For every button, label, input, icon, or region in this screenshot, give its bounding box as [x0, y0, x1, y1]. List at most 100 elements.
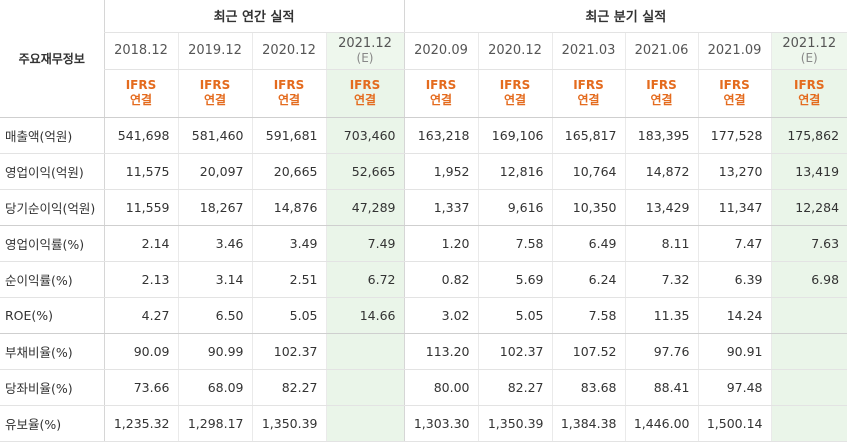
table-row: 당기순이익(억원) 11,559 18,267 14,876 47,289 1,337 9,… — [0, 189, 847, 226]
value-cell: 1,235.32 — [103, 405, 178, 442]
period-header-row: 2018.12 2019.12 2020.12 2021.12 (E) 2020.09 20… — [0, 32, 847, 70]
value-cell: 14.24 — [697, 297, 771, 334]
row-label: 매출액(억원) — [0, 117, 104, 154]
period-header-3: 2021.12 (E) — [325, 32, 404, 70]
value-cell: 3.46 — [177, 225, 252, 262]
period-header-7: 2021.06 — [624, 32, 698, 70]
value-cell: 5.69 — [477, 261, 552, 298]
table-row: 당좌비율(%) 73.66 68.09 82.27 80.00 82.27 83.68 88.… — [0, 369, 847, 406]
ifrs-label: IFRS — [199, 78, 231, 92]
value-cell: 10,764 — [551, 153, 625, 190]
value-cell: 2.51 — [251, 261, 326, 298]
value-cell: 3.49 — [251, 225, 326, 262]
value-cell: 1.20 — [403, 225, 478, 262]
annual-group-title: 최근 연간 실적 — [103, 0, 404, 33]
period-header-9: 2021.12 (E) — [770, 32, 847, 70]
value-cell: 3.14 — [177, 261, 252, 298]
value-cell — [770, 333, 847, 370]
value-cell: 73.66 — [103, 369, 178, 406]
row-label: 영업이익(억원) — [0, 153, 104, 190]
value-cell: 2.14 — [103, 225, 178, 262]
ifrs-label: IFRS — [425, 78, 457, 92]
value-cell: 591,681 — [251, 117, 326, 154]
value-cell: 82.27 — [251, 369, 326, 406]
accounting-standard-row: IFRS 연결 IFRS 연결 IFRS 연결 IFRS 연결 IFRS 연결 IFRS 연결 IFRS… — [0, 69, 847, 118]
value-cell: 88.41 — [624, 369, 698, 406]
value-cell: 12,816 — [477, 153, 552, 190]
value-cell: 7.58 — [477, 225, 552, 262]
table-row: 영업이익률(%) 2.14 3.46 3.49 7.49 1.20 7.58 6.49 8.11… — [0, 225, 847, 262]
value-cell: 1,303.30 — [403, 405, 478, 442]
value-cell: 1,350.39 — [477, 405, 552, 442]
consolidated-label: 연결 — [798, 93, 821, 107]
table-row: 순이익률(%) 2.13 3.14 2.51 6.72 0.82 5.69 6.24 7.32 6… — [0, 261, 847, 298]
value-cell: 1,500.14 — [697, 405, 771, 442]
value-cell — [770, 369, 847, 406]
value-cell — [770, 297, 847, 334]
value-cell: 11,575 — [103, 153, 178, 190]
consolidated-label: 연결 — [650, 93, 673, 107]
period-header-8: 2021.09 — [697, 32, 771, 70]
consolidated-label: 연결 — [277, 93, 301, 107]
consolidated-label: 연결 — [577, 93, 600, 107]
ifrs-label: IFRS — [125, 78, 157, 92]
period-label: 2021.12 — [782, 36, 837, 51]
value-cell: 2.13 — [103, 261, 178, 298]
value-cell: 1,350.39 — [251, 405, 326, 442]
value-cell: 5.05 — [477, 297, 552, 334]
value-cell: 83.68 — [551, 369, 625, 406]
ifrs-label: IFRS — [273, 78, 305, 92]
consolidated-label: 연결 — [353, 93, 377, 107]
value-cell: 581,460 — [177, 117, 252, 154]
value-cell: 6.39 — [697, 261, 771, 298]
value-cell: 183,395 — [624, 117, 698, 154]
corner-label: 주요재무정보 — [0, 0, 104, 118]
value-cell: 1,298.17 — [177, 405, 252, 442]
ifrs-cell-7: IFRS 연결 — [624, 69, 698, 118]
value-cell: 13,429 — [624, 189, 698, 226]
table-row: ROE(%) 4.27 6.50 5.05 14.66 3.02 5.05 7.58 11.35… — [0, 297, 847, 334]
period-label: 2021.03 — [561, 42, 616, 58]
period-label: 2021.09 — [707, 42, 762, 58]
period-header-4: 2020.09 — [403, 32, 478, 70]
period-header-6: 2021.03 — [551, 32, 625, 70]
value-cell: 7.32 — [624, 261, 698, 298]
table-row: 매출액(억원) 541,698 581,460 591,681 703,460 163,2… — [0, 117, 847, 154]
value-cell: 1,384.38 — [551, 405, 625, 442]
value-cell: 11.35 — [624, 297, 698, 334]
period-label: 2021.12 — [338, 36, 392, 51]
value-cell: 1,446.00 — [624, 405, 698, 442]
consolidated-label: 연결 — [129, 93, 153, 107]
value-cell: 68.09 — [177, 369, 252, 406]
value-cell: 6.49 — [551, 225, 625, 262]
value-cell — [325, 369, 404, 406]
estimate-marker: (E) — [356, 51, 374, 65]
ifrs-cell-8: IFRS 연결 — [697, 69, 771, 118]
value-cell: 5.05 — [251, 297, 326, 334]
table-row: 영업이익(억원) 11,575 20,097 20,665 52,665 1,952 12,… — [0, 153, 847, 190]
period-label: 2020.12 — [262, 42, 316, 58]
value-cell: 1,337 — [403, 189, 478, 226]
value-cell — [325, 405, 404, 442]
period-label: 2020.12 — [488, 42, 542, 58]
value-cell: 6.98 — [770, 261, 847, 298]
row-label: 당기순이익(억원) — [0, 189, 104, 226]
period-header-5: 2020.12 — [477, 32, 552, 70]
value-cell: 541,698 — [103, 117, 178, 154]
period-header-1: 2019.12 — [177, 32, 252, 70]
ifrs-cell-2: IFRS 연결 — [251, 69, 326, 118]
ifrs-cell-3: IFRS 연결 — [325, 69, 404, 118]
consolidated-label: 연결 — [723, 93, 746, 107]
row-label: 부채비율(%) — [0, 333, 104, 370]
ifrs-cell-6: IFRS 연결 — [551, 69, 625, 118]
table-row: 부채비율(%) 90.09 90.99 102.37 113.20 102.37 107.5… — [0, 333, 847, 370]
value-cell: 10,350 — [551, 189, 625, 226]
value-cell: 6.24 — [551, 261, 625, 298]
ifrs-cell-5: IFRS 연결 — [477, 69, 552, 118]
value-cell: 703,460 — [325, 117, 404, 154]
ifrs-label: IFRS — [646, 78, 677, 92]
value-cell: 7.58 — [551, 297, 625, 334]
value-cell: 13,419 — [770, 153, 847, 190]
value-cell: 97.76 — [624, 333, 698, 370]
period-label: 2018.12 — [114, 42, 168, 58]
